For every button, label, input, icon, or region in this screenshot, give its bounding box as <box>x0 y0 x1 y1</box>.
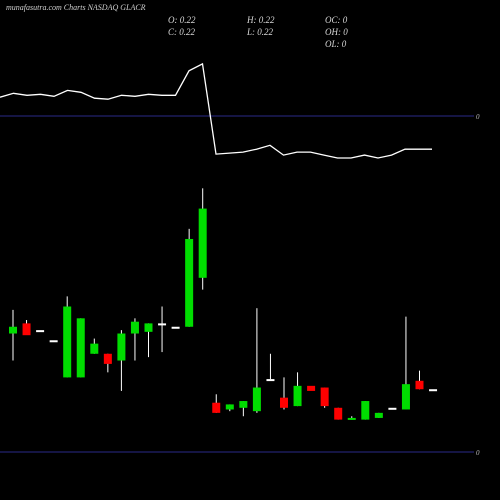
candle-body <box>22 323 31 336</box>
candle-body <box>334 407 343 420</box>
ohlc-open-close: O: 0.22 C: 0.22 <box>168 14 196 38</box>
candlestick-series <box>9 188 438 420</box>
candle-body <box>90 343 99 354</box>
candle-body <box>361 401 370 420</box>
candle-body <box>171 326 180 329</box>
candle-body <box>103 353 112 364</box>
candle-body <box>130 321 139 334</box>
candle-body <box>320 387 329 407</box>
candle-body <box>307 385 316 391</box>
candle-body <box>401 384 410 410</box>
candle-body <box>266 379 275 382</box>
candle-body <box>252 387 261 412</box>
candle-body <box>117 333 126 361</box>
candle-body <box>415 380 424 390</box>
close-value: C: 0.22 <box>168 27 195 37</box>
candle-body <box>158 323 167 326</box>
line-series <box>0 62 432 159</box>
oh-value: OH: 0 <box>325 27 348 37</box>
open-value: O: 0.22 <box>168 15 196 25</box>
ol-value: OL: 0 <box>325 39 347 49</box>
oc-value: OC: 0 <box>325 15 348 25</box>
candle-panel-axis-label: 0 <box>476 449 480 457</box>
candle-body <box>185 238 194 327</box>
candle-body <box>388 407 397 410</box>
candle-body <box>63 306 72 378</box>
watermark-text: munafasutra.com Charts NASDAQ GLACR <box>6 3 146 12</box>
candle-body <box>293 385 302 407</box>
candle-body <box>225 404 234 410</box>
candle-body <box>239 401 248 408</box>
ohlc-high-low: H: 0.22 L: 0.22 <box>247 14 275 38</box>
line-panel-axis-label: 0 <box>476 113 480 121</box>
candle-body <box>36 330 45 333</box>
candle-body <box>347 417 356 420</box>
high-value: H: 0.22 <box>247 15 275 25</box>
candle-body <box>76 318 85 378</box>
candle-body <box>280 397 288 408</box>
candle-body <box>429 389 438 392</box>
low-value: L: 0.22 <box>247 27 274 37</box>
candle-body <box>49 340 58 343</box>
candle-body <box>212 402 221 413</box>
candle-body <box>144 323 153 332</box>
ohlc-differences: OC: 0 OH: 0 OL: 0 <box>325 14 348 50</box>
candle-body <box>198 208 207 278</box>
candle-body <box>9 326 17 334</box>
candle-body <box>374 412 383 418</box>
